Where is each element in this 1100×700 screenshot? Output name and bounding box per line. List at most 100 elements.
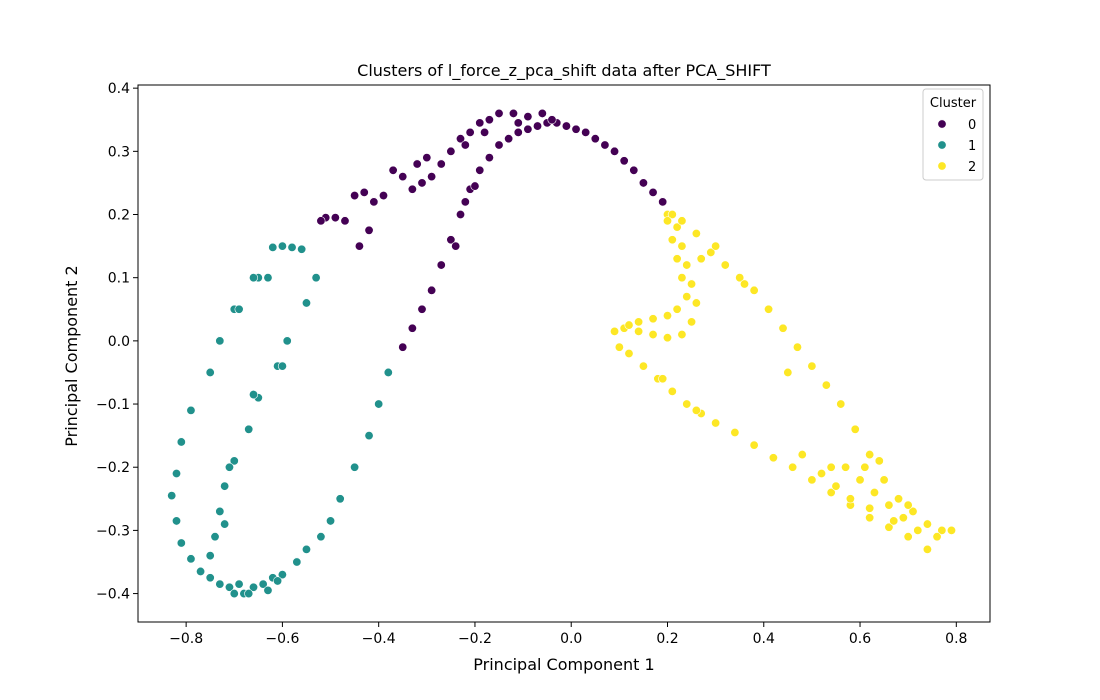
- data-point-cluster-0: [561, 121, 571, 131]
- data-point-cluster-0: [581, 127, 591, 137]
- data-point-cluster-1: [374, 399, 384, 409]
- data-point-cluster-2: [903, 500, 913, 510]
- data-point-cluster-1: [301, 544, 311, 554]
- data-point-cluster-2: [764, 304, 774, 314]
- x-tick-label: 0.2: [656, 631, 678, 647]
- data-point-cluster-0: [340, 216, 350, 226]
- data-point-cluster-2: [836, 399, 846, 409]
- data-point-cluster-1: [215, 506, 225, 516]
- data-point-cluster-2: [937, 525, 947, 535]
- data-point-cluster-1: [364, 431, 374, 441]
- data-point-cluster-1: [215, 336, 225, 346]
- data-point-cluster-0: [494, 108, 504, 118]
- legend-label-1: 1: [968, 139, 976, 154]
- data-point-cluster-0: [508, 108, 518, 118]
- data-point-cluster-2: [865, 503, 875, 513]
- data-point-cluster-2: [860, 462, 870, 472]
- data-point-cluster-2: [749, 440, 759, 450]
- data-point-cluster-2: [894, 494, 904, 504]
- data-point-cluster-2: [624, 320, 634, 330]
- data-point-cluster-2: [817, 469, 827, 479]
- data-point-cluster-1: [220, 519, 230, 529]
- data-point-cluster-2: [807, 475, 817, 485]
- legend-title: Cluster: [930, 96, 977, 111]
- data-point-cluster-2: [720, 260, 730, 270]
- data-point-cluster-2: [865, 513, 875, 523]
- data-point-cluster-2: [768, 453, 778, 463]
- legend-label-0: 0: [968, 118, 976, 133]
- data-point-cluster-2: [932, 532, 942, 542]
- data-point-cluster-2: [691, 405, 701, 415]
- data-point-cluster-2: [648, 314, 658, 324]
- data-point-cluster-0: [369, 197, 379, 207]
- data-point-cluster-2: [638, 361, 648, 371]
- data-point-cluster-2: [682, 292, 692, 302]
- data-point-cluster-2: [788, 462, 798, 472]
- data-point-cluster-2: [831, 481, 841, 491]
- data-point-cluster-2: [624, 348, 634, 358]
- points-layer: [167, 108, 956, 599]
- data-point-cluster-2: [634, 326, 644, 336]
- legend-marker-0: [937, 119, 947, 129]
- data-point-cluster-1: [172, 516, 182, 526]
- data-point-cluster-0: [537, 108, 547, 118]
- data-point-cluster-2: [946, 525, 956, 535]
- data-point-cluster-1: [205, 551, 215, 561]
- data-point-cluster-2: [667, 386, 677, 396]
- data-point-cluster-1: [220, 481, 230, 491]
- y-axis-label: Principal Component 2: [62, 265, 81, 446]
- data-point-cluster-2: [898, 513, 908, 523]
- data-point-cluster-2: [682, 260, 692, 270]
- data-point-cluster-2: [696, 254, 706, 264]
- data-point-cluster-1: [249, 273, 259, 283]
- data-point-cluster-0: [364, 225, 374, 235]
- x-tick-label: −0.6: [265, 631, 299, 647]
- data-point-cluster-1: [277, 241, 287, 251]
- data-point-cluster-1: [205, 367, 215, 377]
- data-point-cluster-1: [292, 557, 302, 567]
- data-point-cluster-0: [359, 187, 369, 197]
- data-point-cluster-0: [513, 118, 523, 128]
- data-point-cluster-1: [249, 582, 259, 592]
- data-point-cluster-2: [879, 475, 889, 485]
- data-point-cluster-0: [436, 260, 446, 270]
- data-point-cluster-0: [407, 184, 417, 194]
- legend-box: [922, 88, 984, 181]
- x-tick-label: 0.0: [560, 631, 582, 647]
- data-point-cluster-0: [523, 124, 533, 134]
- data-point-cluster-1: [167, 491, 177, 501]
- data-point-cluster-2: [634, 317, 644, 327]
- data-point-cluster-0: [354, 241, 364, 251]
- data-point-cluster-0: [484, 153, 494, 163]
- x-tick-label: 0.8: [945, 631, 967, 647]
- data-point-cluster-0: [417, 178, 427, 188]
- data-point-cluster-2: [740, 279, 750, 289]
- y-tick-label: 0.4: [108, 81, 130, 97]
- data-point-cluster-1: [263, 273, 273, 283]
- data-point-cluster-2: [687, 279, 697, 289]
- data-point-cluster-2: [672, 254, 682, 264]
- data-point-cluster-0: [533, 121, 543, 131]
- data-point-cluster-0: [422, 153, 432, 163]
- data-point-cluster-1: [268, 242, 278, 252]
- y-tick-label: 0.1: [108, 271, 130, 287]
- data-point-cluster-1: [244, 424, 254, 434]
- data-point-cluster-1: [176, 437, 186, 447]
- data-point-cluster-0: [378, 191, 388, 201]
- data-point-cluster-2: [869, 487, 879, 497]
- y-tick-label: −0.1: [96, 397, 130, 413]
- data-point-cluster-1: [263, 585, 273, 595]
- data-point-cluster-2: [908, 506, 918, 516]
- data-point-cluster-2: [687, 317, 697, 327]
- data-point-cluster-0: [504, 134, 514, 144]
- data-point-cluster-2: [735, 273, 745, 283]
- data-point-cluster-0: [470, 181, 480, 191]
- x-tick-label: 0.6: [849, 631, 871, 647]
- y-tick-label: −0.4: [96, 587, 130, 603]
- data-point-cluster-1: [316, 532, 326, 542]
- data-point-cluster-2: [826, 462, 836, 472]
- data-point-cluster-2: [922, 519, 932, 529]
- data-point-cluster-1: [277, 361, 287, 371]
- data-point-cluster-2: [889, 516, 899, 526]
- data-point-cluster-0: [658, 197, 668, 207]
